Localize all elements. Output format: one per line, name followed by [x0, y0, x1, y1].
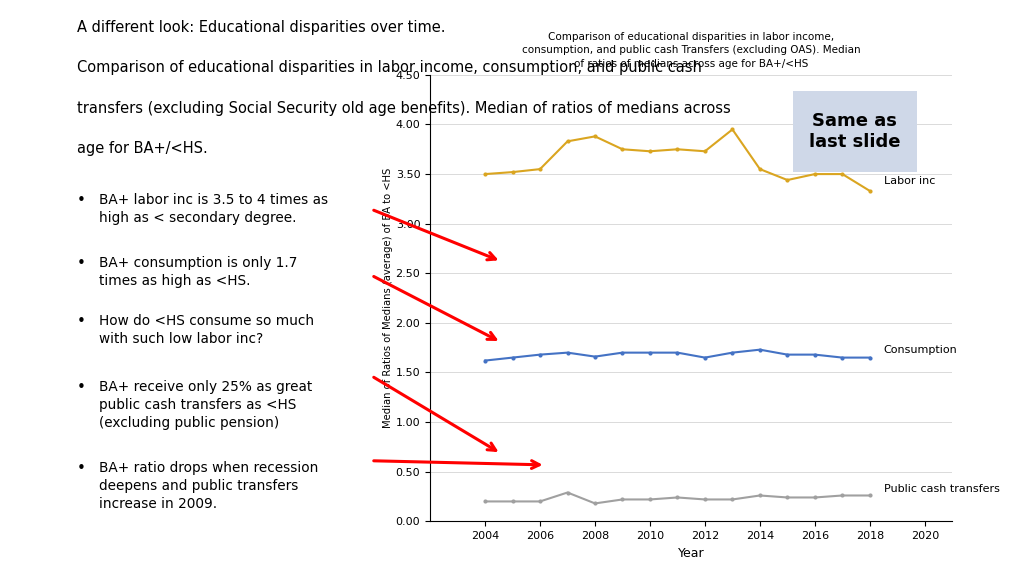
- Title: Comparison of educational disparities in labor income,
consumption, and public c: Comparison of educational disparities in…: [522, 32, 860, 69]
- Text: •: •: [77, 380, 86, 395]
- Text: •: •: [77, 256, 86, 271]
- Text: Public cash transfers: Public cash transfers: [884, 483, 999, 494]
- Text: BA+ ratio drops when recession
deepens and public transfers
increase in 2009.: BA+ ratio drops when recession deepens a…: [99, 461, 318, 510]
- Text: Same as
last slide: Same as last slide: [809, 112, 900, 151]
- Text: BA+ receive only 25% as great
public cash transfers as <HS
(excluding public pen: BA+ receive only 25% as great public cas…: [99, 380, 312, 430]
- X-axis label: Year: Year: [678, 547, 705, 559]
- Text: •: •: [77, 193, 86, 208]
- Text: •: •: [77, 461, 86, 476]
- Text: age for BA+/<HS.: age for BA+/<HS.: [77, 141, 208, 156]
- Text: •: •: [77, 314, 86, 329]
- Text: Labor inc: Labor inc: [884, 176, 935, 186]
- Text: How do <HS consume so much
with such low labor inc?: How do <HS consume so much with such low…: [99, 314, 314, 346]
- Y-axis label: Median of Ratios of Medians (average) of BA to <HS: Median of Ratios of Medians (average) of…: [383, 168, 393, 428]
- Text: BA+ labor inc is 3.5 to 4 times as
high as < secondary degree.: BA+ labor inc is 3.5 to 4 times as high …: [99, 193, 329, 225]
- Text: A different look: Educational disparities over time.: A different look: Educational disparitie…: [77, 20, 445, 35]
- Text: transfers (excluding Social Security old age benefits). Median of ratios of medi: transfers (excluding Social Security old…: [77, 101, 730, 116]
- Text: Consumption: Consumption: [884, 344, 957, 355]
- Text: BA+ consumption is only 1.7
times as high as <HS.: BA+ consumption is only 1.7 times as hig…: [99, 256, 298, 288]
- Text: Comparison of educational disparities in labor income, consumption, and public c: Comparison of educational disparities in…: [77, 60, 701, 75]
- FancyBboxPatch shape: [793, 91, 916, 172]
